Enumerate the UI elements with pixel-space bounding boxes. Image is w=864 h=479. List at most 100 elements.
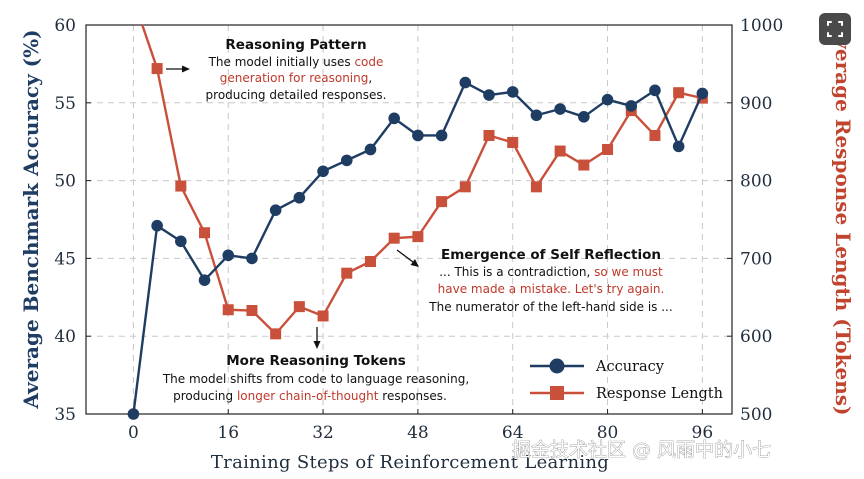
arrow-down-icon [313, 327, 321, 349]
y-left-tick-label: 35 [54, 405, 76, 425]
plot-frame [85, 24, 733, 415]
data-point-response-length [246, 305, 258, 317]
data-point-accuracy [293, 191, 306, 204]
y-left-tick-label: 55 [54, 94, 76, 114]
data-point-accuracy [625, 100, 638, 112]
data-point-accuracy [696, 87, 709, 100]
data-point-accuracy [340, 154, 353, 167]
arrow-down-right-icon [396, 249, 419, 267]
data-point-response-length [459, 181, 471, 193]
grid-lines [86, 24, 732, 415]
data-point-response-length [602, 143, 614, 155]
data-point-accuracy [317, 165, 329, 178]
data-point-response-length [388, 232, 400, 244]
annotation-self-reflection: Emergence of Self Reflection ... This is… [396, 247, 673, 314]
data-point-accuracy [578, 111, 590, 123]
legend-label: Response Length [596, 386, 723, 402]
data-point-response-length [412, 231, 424, 243]
annotation-line: ... This is a contradiction, so we must [439, 265, 663, 279]
data-point-accuracy [198, 274, 211, 286]
annotation-line: generation for reasoning, [220, 71, 372, 85]
x-tick-label: 64 [502, 423, 524, 443]
data-point-accuracy [269, 204, 282, 216]
data-point-accuracy [672, 140, 685, 153]
data-point-accuracy [222, 249, 235, 262]
series-accuracy [127, 76, 709, 420]
x-tick-labels: 0 16 32 48 64 80 96 [128, 409, 713, 443]
data-point-response-length [483, 129, 495, 141]
annotation-title: More Reasoning Tokens [226, 353, 406, 369]
annotation-line: The model initially uses code [208, 55, 384, 69]
y-left-tick-label: 50 [54, 172, 76, 192]
y-right-tick-label: 700 [740, 249, 772, 269]
data-point-response-length [199, 227, 211, 239]
x-tick-label: 32 [312, 423, 334, 443]
data-point-accuracy [388, 112, 400, 125]
data-point-response-length [554, 145, 566, 157]
watermark: 掘金技术社区 @ 风雨中的小七 [512, 439, 771, 461]
data-point-accuracy [435, 129, 448, 142]
legend-marker-circle [549, 358, 565, 374]
data-point-response-length [341, 267, 353, 279]
expand-button[interactable] [819, 13, 851, 45]
legend: Accuracy Response Length [530, 358, 723, 402]
data-point-response-length [436, 196, 448, 208]
y-right-tick-label: 600 [740, 327, 772, 347]
data-point-response-length [530, 181, 542, 193]
data-point-response-length [364, 256, 376, 268]
data-point-accuracy [459, 76, 472, 89]
data-point-accuracy [483, 89, 495, 101]
x-axis-label: Training Steps of Reinforcement Learning [211, 452, 609, 473]
data-point-accuracy [530, 109, 543, 122]
series-response-length [141, 24, 708, 340]
data-point-response-length [293, 301, 305, 313]
data-point-response-length [649, 129, 661, 141]
data-point-response-length [317, 310, 329, 322]
expand-icon [827, 21, 843, 37]
legend-label: Accuracy [595, 359, 665, 375]
y-right-tick-label: 900 [740, 94, 772, 114]
annotation-line: producing longer chain-of-thought respon… [173, 389, 447, 403]
data-point-response-length [673, 87, 685, 99]
x-tick-label: 16 [217, 423, 239, 443]
x-tick-label: 48 [407, 423, 429, 443]
y-right-tick-label: 500 [740, 405, 772, 425]
data-point-response-length [578, 159, 590, 171]
annotation-line: The model shifts from code to language r… [162, 372, 469, 386]
data-point-response-length [175, 180, 187, 192]
data-point-accuracy [151, 219, 163, 232]
data-point-response-length [151, 63, 163, 75]
data-point-accuracy [601, 93, 614, 106]
legend-marker-square [550, 386, 564, 400]
y-left-tick-label: 40 [54, 327, 76, 347]
data-point-accuracy [554, 103, 566, 115]
data-point-response-length [222, 304, 234, 316]
annotation-reasoning-pattern: Reasoning Pattern The model initially us… [166, 37, 386, 102]
y-right-tick-labels: 500 600 700 800 900 1000 [727, 16, 783, 425]
legend-item-response-length: Response Length [530, 386, 723, 402]
x-tick-label: 96 [692, 423, 714, 443]
arrow-right-icon [166, 65, 190, 73]
data-point-accuracy [364, 143, 377, 156]
annotation-line: producing detailed responses. [206, 88, 387, 102]
y-left-axis-label: Average Benchmark Accuracy (%) [19, 29, 43, 409]
data-point-accuracy [127, 408, 140, 420]
y-left-tick-labels: 35 40 45 50 55 60 [54, 16, 91, 425]
data-point-accuracy [412, 129, 424, 142]
data-point-accuracy [246, 252, 258, 265]
data-point-response-length [270, 328, 282, 340]
annotation-title: Reasoning Pattern [225, 37, 366, 53]
y-left-tick-label: 45 [54, 249, 76, 269]
y-left-tick-label: 60 [54, 16, 76, 36]
y-right-tick-label: 1000 [740, 16, 783, 36]
annotation-more-reasoning-tokens: More Reasoning Tokens The model shifts f… [162, 327, 469, 403]
annotation-line: have made a mistake. Let's try again. [438, 282, 665, 296]
legend-item-accuracy: Accuracy [530, 358, 665, 375]
data-point-accuracy [506, 86, 519, 98]
y-right-axis-label: Average Response Length (Tokens) [831, 22, 855, 416]
x-tick-label: 80 [597, 423, 619, 443]
annotation-line: The numerator of the left-hand side is .… [428, 300, 672, 314]
annotation-title: Emergence of Self Reflection [441, 247, 661, 263]
data-point-accuracy [175, 235, 187, 248]
